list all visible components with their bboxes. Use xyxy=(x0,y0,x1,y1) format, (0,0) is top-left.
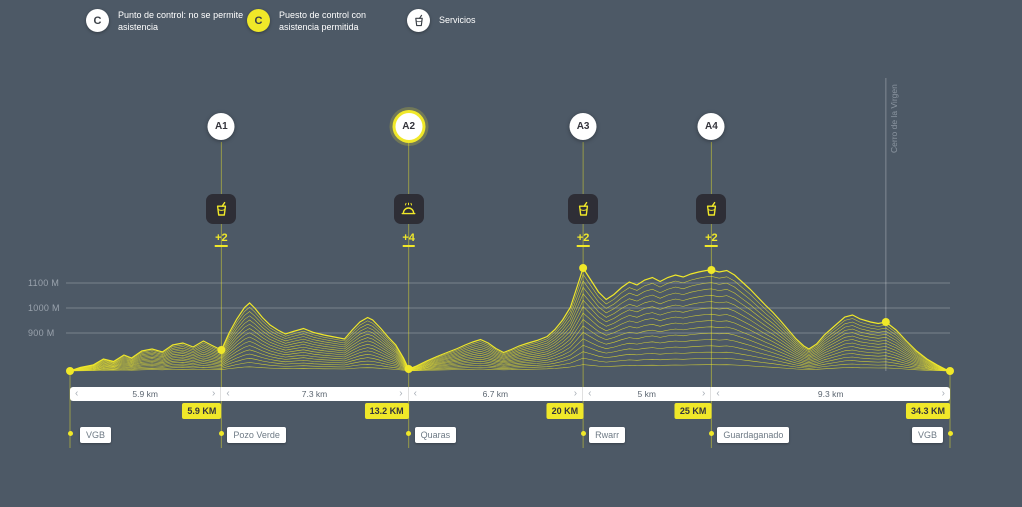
chevron-right-icon: › xyxy=(212,388,216,399)
checkpoint-a2-marker[interactable]: A2 xyxy=(395,113,423,140)
chevron-left-icon: ‹ xyxy=(716,388,720,399)
chevron-right-icon: › xyxy=(399,388,403,399)
control-point-badge: C xyxy=(86,9,109,32)
cup-icon xyxy=(706,201,716,216)
segment-2-distance: 7.3 km xyxy=(301,389,328,399)
chevron-left-icon: ‹ xyxy=(226,388,230,399)
location-badge-guardaganado: Guardaganado xyxy=(717,427,790,443)
peak-annotation-label: Cerro de la Virgen xyxy=(889,84,899,153)
checkpoint-a2-support-count: +4 xyxy=(402,228,415,247)
chevron-right-icon: › xyxy=(941,388,945,399)
location-dot-a2 xyxy=(406,431,412,436)
location-badge-quaras: Quaras xyxy=(414,427,457,443)
segment-5-distance: 9.3 km xyxy=(817,389,844,399)
segment-3: ‹ 6.7 km › xyxy=(409,387,584,401)
cup-icon xyxy=(578,201,588,216)
services-badge xyxy=(407,9,430,32)
distance-segments-bar: ‹ 5.9 km › ‹ 7.3 km › ‹ 6.7 km › ‹ 5 km … xyxy=(70,387,950,401)
location-dot-a4 xyxy=(708,431,714,436)
location-badge-finish: VGB xyxy=(911,427,943,443)
assisted-checkpoint-badge: C xyxy=(247,9,270,32)
segment-1-distance: 5.9 km xyxy=(132,389,158,399)
chevron-left-icon: ‹ xyxy=(413,388,417,399)
checkpoint-a3-label: A3 xyxy=(576,121,590,132)
location-dot-a3 xyxy=(580,431,586,436)
checkpoint-a3-marker[interactable]: A3 xyxy=(569,113,597,140)
checkpoint-a2-services-box xyxy=(393,194,424,224)
location-dot-start xyxy=(67,431,73,436)
chevron-left-icon: ‹ xyxy=(75,388,79,399)
km-marker-a4: 25 KM xyxy=(674,403,712,419)
checkpoint-a3-support-count: +2 xyxy=(576,228,590,247)
cup-icon xyxy=(216,201,226,216)
checkpoint-a1-label: A1 xyxy=(214,121,228,132)
segment-5: ‹ 9.3 km › xyxy=(711,387,950,401)
legend-item-services: Servicios xyxy=(407,9,476,32)
segment-2: ‹ 7.3 km › xyxy=(221,387,409,401)
assisted-checkpoint-letter: C xyxy=(254,14,263,27)
checkpoint-a4-services-box xyxy=(696,194,727,224)
checkpoint-a1-services-box xyxy=(206,194,237,224)
segment-1: ‹ 5.9 km › xyxy=(70,387,222,401)
location-badge-start: VGB xyxy=(80,427,112,443)
cup-icon xyxy=(414,14,423,26)
checkpoint-a1-support-count: +2 xyxy=(215,228,228,247)
chevron-right-icon: › xyxy=(573,388,578,399)
location-badge-pozo-verde: Pozo Verde xyxy=(227,427,286,443)
checkpoint-a1-marker[interactable]: A1 xyxy=(207,113,235,140)
control-point-letter: C xyxy=(93,14,102,27)
segment-3-distance: 6.7 km xyxy=(482,389,509,399)
chevron-right-icon: › xyxy=(702,388,706,399)
location-dot-a1 xyxy=(218,431,224,436)
y-axis-tick-1100: 1100 M xyxy=(28,278,60,288)
y-axis-tick-900: 900 M xyxy=(28,328,55,338)
y-axis-tick-1000: 1000 M xyxy=(28,303,60,313)
legend-label: Punto de control: no se permite asistenc… xyxy=(118,10,244,32)
km-marker-a2: 13.2 KM xyxy=(364,403,409,419)
checkpoint-a4-marker[interactable]: A4 xyxy=(697,113,725,140)
km-marker-finish: 34.3 KM xyxy=(905,403,950,419)
segment-4-distance: 5 km xyxy=(637,389,656,399)
location-dot-finish xyxy=(947,431,953,436)
km-marker-a3: 20 KM xyxy=(546,403,584,419)
location-badge-rwarr: Rwarr xyxy=(589,427,626,443)
legend-item-control-point: C Punto de control: no se permite asiste… xyxy=(86,9,243,33)
checkpoint-a2-label: A2 xyxy=(402,121,416,132)
segment-4: ‹ 5 km › xyxy=(583,387,712,401)
chevron-left-icon: ‹ xyxy=(588,388,592,399)
legend-label: Puesto de control con asistencia permiti… xyxy=(279,10,367,32)
checkpoint-a4-support-count: +2 xyxy=(705,228,718,247)
legend-item-assisted-checkpoint: C Puesto de control con asistencia permi… xyxy=(247,9,366,33)
legend-label: Servicios xyxy=(439,15,476,26)
km-marker-a1: 5.9 KM xyxy=(182,403,222,419)
checkpoint-a3-services-box xyxy=(568,194,599,224)
checkpoint-a4-label: A4 xyxy=(704,121,718,132)
dome-icon xyxy=(401,202,416,214)
